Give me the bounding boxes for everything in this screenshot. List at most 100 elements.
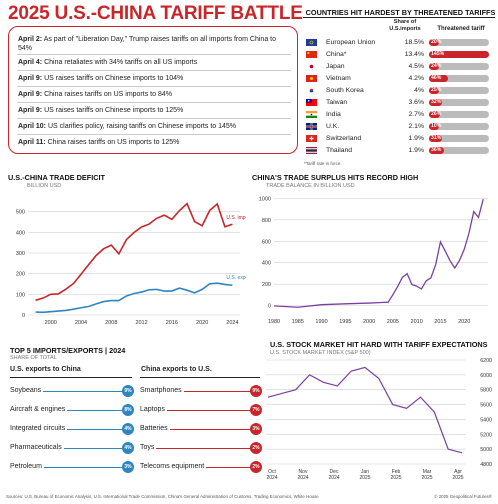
x-tick-label: 1995 (339, 319, 351, 325)
country-share: 1.9% (408, 135, 425, 142)
country-name: U.K. (326, 123, 340, 130)
tariff-bar-track: 36% (429, 147, 489, 154)
product-label: Integrated circuits (10, 422, 68, 436)
x-tick-label: 2005 (387, 319, 399, 325)
product-label: Aircraft & engines (10, 403, 68, 417)
share-badge: 3% (250, 423, 262, 435)
y-tick-label: 5000 (480, 447, 492, 453)
y-tick-label: 6000 (480, 373, 492, 379)
x-tick-label: 2008 (105, 320, 117, 326)
surplus-series-line (273, 199, 484, 308)
timeline-divider (17, 134, 291, 135)
tariff-header: Threatened tariff (437, 26, 485, 32)
x-tick-label: Feb (392, 469, 401, 475)
cn-export-row: Telecoms equipment 2% (140, 460, 262, 474)
country-row: U.K. 2.1% 10% (304, 121, 494, 132)
country-share: 2.1% (408, 123, 425, 130)
leader-line (10, 429, 126, 430)
tariff-bar: 20% (429, 39, 442, 46)
x-tick-label: 2020 (196, 320, 208, 326)
timeline-divider (17, 70, 291, 71)
us-exports-header: U.S. exports to China (10, 366, 81, 373)
share-header: Share of U.S.imports (389, 19, 421, 32)
deficit-chart-title: U.S.-CHINA TRADE DEFICIT (8, 173, 106, 182)
product-label: Batteries (140, 422, 170, 436)
y-tick-label: 5200 (480, 432, 492, 438)
sp500-series-line (267, 366, 463, 454)
y-tick-label: 400 (262, 261, 271, 267)
share-badge: 4% (122, 423, 134, 435)
us-export-row: Pharmaceuticals 4% (10, 441, 134, 455)
eu-flag-icon (306, 39, 317, 46)
deficit-chart: 0 100 200 300 400 500 2000 2004 2008 2012 2016 2020… (16, 202, 246, 326)
country-name: Taiwan (326, 99, 348, 106)
timeline-date: April 11: (18, 139, 46, 146)
tariff-bar: 36% (429, 147, 444, 154)
x-tick-label: 2000 (363, 319, 375, 325)
us-export-row: Soybeans 9% (10, 384, 134, 398)
country-share: 18.5% (404, 39, 424, 46)
country-row: Thailand 1.9% 36% (304, 145, 494, 156)
exports-series-label: U.S. exports to China (226, 275, 246, 281)
country-row: Switzerland 1.9% 31% (304, 133, 494, 144)
share-badge: 7% (250, 404, 262, 416)
product-label: Pharmaceuticals (10, 441, 64, 455)
x-tick-label: 1985 (292, 319, 304, 325)
china-flag-icon (306, 51, 317, 58)
cn-export-row: Toys 2% (140, 441, 262, 455)
us-export-row: Petroleum 3% (10, 460, 134, 474)
x-tick-label: 1990 (315, 319, 327, 325)
timeline-text: China raises tariffs on US imports to 84… (44, 91, 172, 98)
south-korea-flag-icon (306, 87, 317, 94)
leader-line (140, 429, 254, 430)
timeline-item: April 2: As part of "Liberation Day," Tr… (18, 35, 290, 53)
y-tick-label: 200 (262, 282, 271, 288)
y-tick-label: 0 (22, 313, 25, 319)
tariff-bar-track: 32% (429, 99, 489, 106)
country-share: 3.6% (408, 99, 425, 106)
timeline-item: April 4: China retaliates with 34% tarif… (18, 58, 290, 67)
product-label: Toys (140, 441, 157, 455)
leader-line (10, 448, 126, 449)
country-share: 4.5% (408, 63, 425, 70)
stock-chart-ylabel: U.S. STOCK MARKET INDEX (S&P 500) (270, 350, 371, 356)
leader-line (10, 410, 126, 411)
x-tick-label: Oct (268, 469, 276, 475)
x-tick-year: 2025 (390, 475, 401, 481)
x-tick-year: 2025 (421, 475, 432, 481)
product-label: Laptops (140, 403, 167, 417)
y-tick-label: 6200 (480, 358, 492, 364)
timeline-panel: April 2: As part of "Liberation Day," Tr… (8, 26, 298, 154)
x-tick-label: 2010 (411, 319, 423, 325)
country-row: Taiwan 3.6% 32% (304, 97, 494, 108)
timeline-date: April 9: (18, 107, 43, 114)
us-export-row: Integrated circuits 4% (10, 422, 134, 436)
timeline-text: As part of "Liberation Day," Trump raise… (18, 36, 276, 52)
x-tick-label: Nov (299, 469, 308, 475)
share-badge: 3% (122, 461, 134, 473)
y-tick-label: 300 (16, 251, 25, 257)
share-badge: 2% (250, 461, 262, 473)
x-tick-label: Jan (361, 469, 369, 475)
timeline-item: April 9: China raises tariffs on US impo… (18, 90, 290, 99)
timeline-divider (17, 102, 291, 103)
tariff-bar-track: 10% (429, 123, 489, 130)
cn-export-row: Batteries 3% (140, 422, 262, 436)
product-label: Soybeans (10, 384, 44, 398)
y-tick-label: 600 (262, 239, 271, 245)
country-share: 1.9% (408, 147, 425, 154)
y-tick-label: 500 (16, 210, 25, 216)
y-tick-label: 800 (262, 218, 271, 224)
taiwan-flag-icon (306, 99, 317, 106)
leader-line (10, 467, 126, 468)
y-tick-label: 5800 (480, 388, 492, 394)
tariff-bar: 24% (429, 63, 442, 70)
tariff-bar: 10% (429, 123, 442, 130)
x-tick-label: Mar (423, 469, 432, 475)
x-tick-year: 2024 (328, 475, 339, 481)
country-share: 13.4% (404, 51, 424, 58)
country-share: 2.7% (408, 111, 425, 118)
x-tick-label: 2012 (135, 320, 147, 326)
tariff-bar: 32% (429, 99, 443, 106)
tariff-bar-track: 31% (429, 135, 489, 142)
